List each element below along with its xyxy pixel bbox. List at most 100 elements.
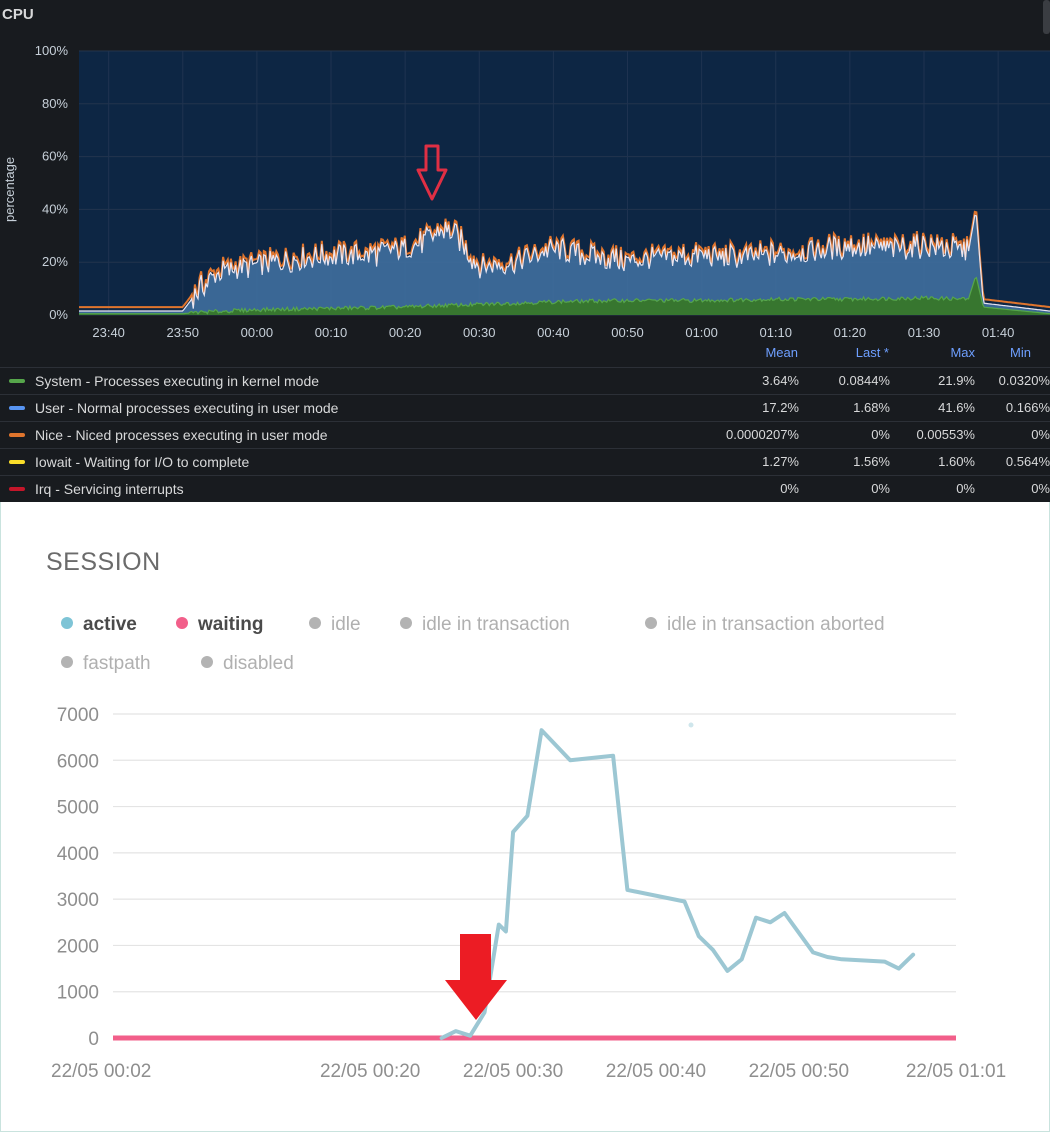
cpu-y-axis-label: percentage (2, 157, 17, 222)
legend-mean: 17.2% (762, 400, 799, 415)
legend-item-idle-in-transaction[interactable]: idle in transaction (400, 614, 570, 636)
session-panel-title: SESSION (46, 548, 161, 576)
legend-max: 0% (956, 481, 975, 496)
legend-mean: 0% (780, 481, 799, 496)
session-x-tick: 22/05 00:40 (606, 1061, 706, 1082)
legend-dot (176, 617, 188, 629)
session-y-tick: 1000 (57, 983, 99, 1004)
session-lines (113, 728, 956, 1041)
cpu-series-user-area (79, 215, 1050, 314)
legend-item-waiting[interactable]: waiting (176, 614, 263, 636)
legend-dot (645, 617, 657, 629)
session-y-axis: 0 1000 2000 3000 4000 5000 6000 7000 (57, 705, 99, 1050)
cpu-x-tick: 00:10 (315, 325, 348, 340)
session-annotation-arrow (445, 934, 507, 1020)
cpu-y-tick: 80% (42, 96, 68, 111)
session-x-tick: 22/05 00:50 (749, 1061, 849, 1082)
session-x-tick: 22/05 00:20 (320, 1061, 420, 1082)
cpu-x-tick: 00:40 (537, 325, 570, 340)
legend-header-mean[interactable]: Mean (765, 345, 798, 360)
legend-last: 0% (871, 427, 890, 442)
legend-item-active[interactable]: active (61, 614, 137, 636)
legend-label: disabled (223, 653, 294, 674)
legend-item-fastpath[interactable]: fastpath (61, 653, 151, 675)
legend-mean: 0.0000207% (725, 427, 799, 442)
cpu-y-tick: 40% (42, 201, 68, 216)
legend-min: 0.0320% (998, 373, 1050, 388)
cpu-x-tick: 23:40 (92, 325, 125, 340)
legend-min: 0.166% (1005, 400, 1050, 415)
cpu-x-tick: 00:00 (241, 325, 274, 340)
legend-dot (400, 617, 412, 629)
session-chart: 0 1000 2000 3000 4000 5000 6000 7000 22/05 00:0… (51, 705, 1006, 1082)
cpu-y-axis: 0% 20% 40% 60% 80% 100% (35, 43, 69, 322)
legend-max: 0.00553% (916, 427, 975, 442)
cpu-y-tick: 60% (42, 149, 68, 164)
legend-label: waiting (198, 614, 264, 635)
cpu-panel-scrollbar[interactable] (1043, 0, 1050, 34)
cpu-legend-header: Mean Last * Max Min (0, 345, 1050, 365)
legend-label: idle in transaction aborted (667, 614, 885, 635)
session-stray-point (688, 722, 694, 728)
session-y-tick: 4000 (57, 844, 99, 865)
legend-max: 41.6% (938, 400, 975, 415)
cpu-x-tick: 01:10 (759, 325, 792, 340)
cpu-x-tick: 01:20 (834, 325, 867, 340)
legend-series-name: System - Processes executing in kernel m… (35, 373, 320, 389)
legend-series-name: Nice - Niced processes executing in user… (35, 427, 328, 443)
cpu-series-user-line (79, 214, 1050, 312)
session-y-tick: 3000 (57, 890, 99, 911)
cpu-series-system-area (79, 277, 1050, 315)
legend-max: 1.60% (938, 454, 975, 469)
cpu-y-tick: 100% (35, 43, 69, 58)
cpu-y-tick: 0% (49, 307, 68, 322)
cpu-x-tick: 00:50 (611, 325, 644, 340)
cpu-x-tick: 00:20 (389, 325, 422, 340)
session-x-tick: 22/05 00:02 (51, 1061, 151, 1082)
legend-row-irq[interactable]: Irq - Servicing interrupts 0% 0% 0% 0% (0, 475, 1050, 502)
legend-last: 1.68% (853, 400, 890, 415)
legend-min: 0.564% (1005, 454, 1050, 469)
session-y-tick: 0 (88, 1029, 99, 1050)
session-x-axis: 22/05 00:02 22/05 00:20 22/05 00:30 22/05 0… (51, 1061, 1006, 1082)
legend-mean: 3.64% (762, 373, 799, 388)
legend-last: 0% (871, 481, 890, 496)
legend-item-disabled[interactable]: disabled (201, 653, 294, 675)
session-x-tick: 22/05 01:01 (906, 1061, 1006, 1082)
legend-row-system[interactable]: System - Processes executing in kernel m… (0, 367, 1050, 394)
legend-label: active (83, 614, 137, 635)
legend-header-last[interactable]: Last * (855, 345, 889, 360)
legend-header-max[interactable]: Max (950, 345, 975, 360)
legend-min: 0% (1031, 481, 1050, 496)
legend-mean: 1.27% (762, 454, 799, 469)
session-y-tick: 7000 (57, 705, 99, 726)
legend-series-name: User - Normal processes executing in use… (35, 400, 339, 416)
cpu-x-tick: 01:40 (982, 325, 1015, 340)
legend-label: idle (331, 614, 361, 635)
cpu-chart: 0% 20% 40% 60% 80% 100% 23:40 23:50 00:00 00:10 0… (2, 43, 1050, 340)
cpu-x-tick: 23:50 (166, 325, 199, 340)
legend-dot (309, 617, 321, 629)
legend-min: 0% (1031, 427, 1050, 442)
cpu-y-tick: 20% (42, 254, 68, 269)
cpu-x-tick: 01:00 (685, 325, 718, 340)
legend-label: fastpath (83, 653, 151, 674)
legend-item-idle-in-transaction-aborted[interactable]: idle in transaction aborted (645, 614, 885, 636)
legend-dot (61, 656, 73, 668)
cpu-panel: 0% 20% 40% 60% 80% 100% 23:40 23:50 00:00 00:10 0… (0, 0, 1050, 502)
legend-series-name: Irq - Servicing interrupts (35, 481, 184, 497)
legend-dot (61, 617, 73, 629)
legend-row-nice[interactable]: Nice - Niced processes executing in user… (0, 421, 1050, 448)
legend-dot (201, 656, 213, 668)
legend-row-iowait[interactable]: Iowait - Waiting for I/O to complete 1.2… (0, 448, 1050, 475)
legend-item-idle[interactable]: idle (309, 614, 361, 636)
cpu-x-tick: 01:30 (908, 325, 941, 340)
legend-row-user[interactable]: User - Normal processes executing in use… (0, 394, 1050, 421)
session-series-active (439, 728, 916, 1040)
cpu-x-axis: 23:40 23:50 00:00 00:10 00:20 00:30 00:40 00:50… (92, 325, 1014, 340)
legend-last: 1.56% (853, 454, 890, 469)
session-panel: SESSION active waiting idle idle in tran… (0, 502, 1050, 1132)
session-y-tick: 6000 (57, 751, 99, 772)
legend-swatch (9, 487, 25, 491)
legend-header-min[interactable]: Min (1010, 345, 1031, 360)
